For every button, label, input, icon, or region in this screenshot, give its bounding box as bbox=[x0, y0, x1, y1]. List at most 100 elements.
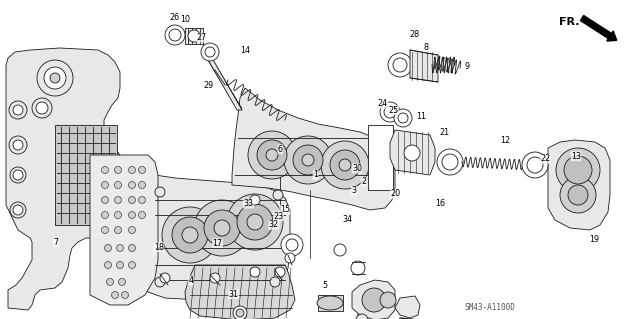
Polygon shape bbox=[352, 280, 395, 319]
Circle shape bbox=[115, 197, 122, 204]
Circle shape bbox=[334, 244, 346, 256]
Circle shape bbox=[104, 262, 111, 269]
Text: 19: 19 bbox=[589, 235, 599, 244]
Circle shape bbox=[115, 226, 122, 234]
Bar bbox=[318, 295, 343, 311]
Text: 26: 26 bbox=[169, 13, 179, 22]
Circle shape bbox=[388, 53, 412, 77]
Circle shape bbox=[162, 207, 218, 263]
Circle shape bbox=[393, 58, 407, 72]
Circle shape bbox=[275, 267, 285, 277]
Polygon shape bbox=[395, 296, 420, 318]
Text: 2: 2 bbox=[361, 177, 366, 186]
Circle shape bbox=[13, 105, 23, 115]
Text: 28: 28 bbox=[410, 30, 420, 39]
Circle shape bbox=[233, 306, 247, 319]
Circle shape bbox=[248, 131, 296, 179]
Circle shape bbox=[214, 220, 230, 236]
Text: 7: 7 bbox=[54, 238, 59, 247]
Text: 24: 24 bbox=[378, 99, 388, 108]
Circle shape bbox=[102, 211, 109, 219]
Circle shape bbox=[394, 109, 412, 127]
Circle shape bbox=[380, 292, 396, 308]
Text: 9: 9 bbox=[465, 63, 470, 71]
Bar bbox=[55, 125, 117, 225]
Circle shape bbox=[169, 29, 181, 41]
Text: 23: 23 bbox=[273, 212, 284, 221]
Circle shape bbox=[302, 154, 314, 166]
Circle shape bbox=[285, 253, 295, 263]
Bar bbox=[368, 125, 393, 190]
Text: 32: 32 bbox=[269, 220, 279, 229]
Text: 8: 8 bbox=[423, 43, 428, 52]
Circle shape bbox=[155, 187, 165, 197]
Circle shape bbox=[564, 156, 592, 184]
Text: 33: 33 bbox=[243, 199, 253, 208]
Polygon shape bbox=[185, 265, 295, 319]
Circle shape bbox=[115, 167, 122, 174]
Circle shape bbox=[380, 102, 400, 122]
Text: 5: 5 bbox=[323, 281, 328, 290]
Circle shape bbox=[111, 292, 118, 299]
Text: FR.: FR. bbox=[559, 17, 580, 27]
Circle shape bbox=[286, 239, 298, 251]
Circle shape bbox=[13, 140, 23, 150]
Circle shape bbox=[236, 309, 244, 317]
Circle shape bbox=[356, 314, 368, 319]
Circle shape bbox=[9, 136, 27, 154]
Text: SM43-A1100D: SM43-A1100D bbox=[465, 303, 515, 313]
Text: 4: 4 bbox=[188, 276, 193, 285]
Text: 15: 15 bbox=[280, 205, 290, 214]
Circle shape bbox=[522, 152, 548, 178]
Circle shape bbox=[257, 140, 287, 170]
Text: 31: 31 bbox=[228, 290, 239, 299]
Polygon shape bbox=[207, 58, 242, 110]
Circle shape bbox=[129, 244, 136, 251]
Text: 10: 10 bbox=[180, 15, 191, 24]
Circle shape bbox=[36, 102, 48, 114]
Circle shape bbox=[129, 211, 136, 219]
Ellipse shape bbox=[317, 296, 343, 310]
Text: 13: 13 bbox=[571, 152, 581, 161]
Circle shape bbox=[102, 182, 109, 189]
Circle shape bbox=[210, 273, 220, 283]
Circle shape bbox=[437, 149, 463, 175]
Circle shape bbox=[32, 98, 52, 118]
Circle shape bbox=[129, 197, 136, 204]
Circle shape bbox=[129, 182, 136, 189]
Circle shape bbox=[104, 244, 111, 251]
Text: 22: 22 bbox=[540, 154, 550, 163]
Circle shape bbox=[247, 214, 263, 230]
Circle shape bbox=[237, 204, 273, 240]
Circle shape bbox=[330, 150, 360, 180]
Circle shape bbox=[362, 288, 386, 312]
Circle shape bbox=[129, 226, 136, 234]
FancyArrow shape bbox=[580, 16, 617, 41]
Text: 29: 29 bbox=[203, 81, 213, 90]
Circle shape bbox=[13, 170, 23, 180]
Text: 12: 12 bbox=[500, 136, 511, 145]
Circle shape bbox=[188, 30, 200, 42]
Polygon shape bbox=[90, 155, 158, 305]
Circle shape bbox=[527, 157, 543, 173]
Circle shape bbox=[138, 211, 145, 219]
Circle shape bbox=[155, 277, 165, 287]
Text: 21: 21 bbox=[440, 128, 450, 137]
Circle shape bbox=[116, 262, 124, 269]
Circle shape bbox=[172, 217, 208, 253]
Circle shape bbox=[50, 73, 60, 83]
Circle shape bbox=[204, 210, 240, 246]
Circle shape bbox=[270, 277, 280, 287]
Circle shape bbox=[182, 227, 198, 243]
Circle shape bbox=[138, 197, 145, 204]
Text: 14: 14 bbox=[240, 46, 250, 55]
Polygon shape bbox=[390, 130, 435, 175]
Polygon shape bbox=[410, 50, 438, 82]
Circle shape bbox=[560, 177, 596, 213]
Circle shape bbox=[293, 145, 323, 175]
Circle shape bbox=[37, 60, 73, 96]
Text: 16: 16 bbox=[435, 199, 445, 208]
Circle shape bbox=[102, 197, 109, 204]
Circle shape bbox=[321, 141, 369, 189]
Polygon shape bbox=[548, 140, 610, 230]
